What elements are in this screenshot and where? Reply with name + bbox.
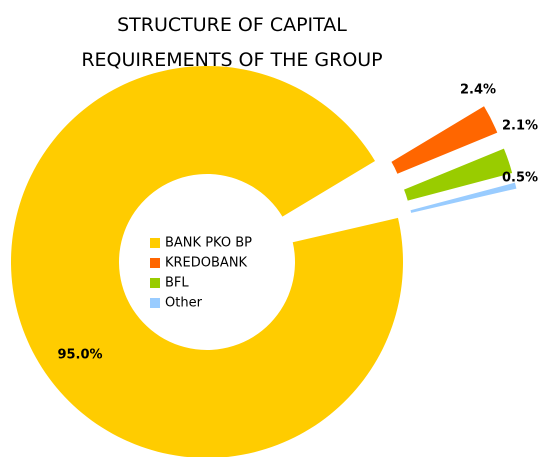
legend-swatch <box>150 298 160 308</box>
legend-label: BFL <box>165 276 189 291</box>
data-label: 2.4% <box>460 83 496 98</box>
legend-swatch <box>150 258 160 268</box>
slice <box>404 148 513 201</box>
legend-label: KREDOBANK <box>165 256 248 271</box>
data-label: 2.1% <box>502 119 538 134</box>
legend-swatch <box>150 278 160 288</box>
slice <box>391 106 498 174</box>
data-label: 0.5% <box>502 171 538 186</box>
data-label: 95.0% <box>57 348 102 363</box>
legend-label: BANK PKO BP <box>165 236 252 251</box>
chart-title: STRUCTURE OF CAPITAL REQUIREMENTS OF THE… <box>81 14 383 71</box>
legend-label: Other <box>165 296 203 311</box>
legend-swatch <box>150 238 160 248</box>
slice <box>410 182 517 213</box>
slice <box>11 66 403 457</box>
